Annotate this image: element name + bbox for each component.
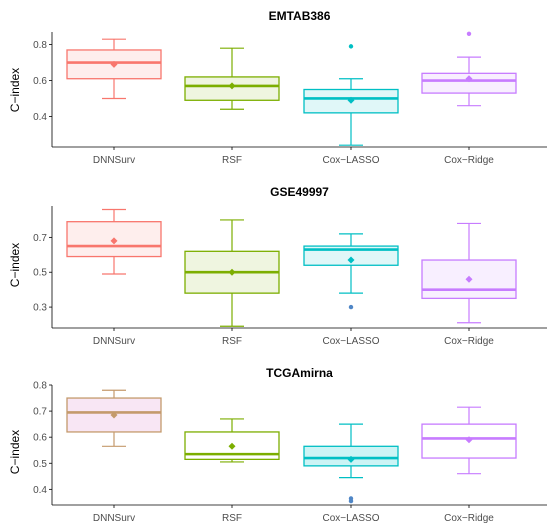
- y-tick-label: 0.5: [33, 459, 47, 470]
- mean-marker: [110, 60, 118, 68]
- mean-marker: [228, 82, 236, 90]
- box-iqr: [303, 245, 399, 266]
- y-tick-label: 0.3: [33, 303, 47, 314]
- x-tick-label: DNNSurv: [93, 513, 135, 524]
- mean-marker: [228, 442, 236, 450]
- x-tick-label: RSF: [222, 513, 242, 524]
- y-tick-label: 0.7: [33, 233, 47, 244]
- box-coxlasso: [303, 423, 399, 504]
- y-tick-label: 0.4: [33, 112, 47, 123]
- x-tick-label: Cox−Ridge: [444, 155, 494, 166]
- chart-title: GSE49997: [270, 185, 329, 199]
- box-coxlasso: [303, 233, 399, 310]
- mean-marker: [465, 275, 473, 283]
- y-tick-label: 0.5: [33, 268, 47, 279]
- y-axis-label: C−index: [8, 68, 22, 112]
- box-coxlasso: [303, 44, 399, 146]
- y-tick-label: 0.8: [33, 40, 47, 51]
- panel-2: GSE49997 C−index 0.3 0.5 0.7 DNNSurv RSF Cox−LA…: [8, 185, 547, 347]
- x-tick-label: Cox−LASSO: [323, 155, 380, 166]
- outlier-point: [348, 44, 354, 49]
- box-iqr: [421, 72, 517, 94]
- panel-1: EMTAB386 C−index 0.4 0.6 0.8 DNNSurv RSF Cox−LA…: [8, 9, 547, 166]
- chart-title: EMTAB386: [269, 9, 331, 23]
- outlier-point: [348, 304, 354, 310]
- box-rsf: [184, 219, 280, 327]
- x-tick-label: Cox−Ridge: [444, 513, 494, 524]
- y-axis-label: C−index: [8, 430, 22, 474]
- mean-marker: [347, 256, 355, 264]
- x-tick-label: RSF: [222, 155, 242, 166]
- x-tick-label: Cox−LASSO: [323, 336, 380, 347]
- x-tick-label: DNNSurv: [93, 155, 135, 166]
- outlier-point: [466, 31, 472, 36]
- box-coxridge: [421, 406, 517, 475]
- mean-marker: [228, 268, 236, 276]
- y-tick-label: 0.7: [33, 407, 47, 418]
- box-dnnsurv: [66, 389, 162, 447]
- mean-marker: [465, 75, 473, 83]
- panel-3: TCGAmirna C−index 0.4 0.5 0.6 0.7 0.8 DNNSurv RS…: [8, 366, 547, 524]
- mean-marker: [110, 237, 118, 245]
- box-dnnsurv: [66, 208, 162, 275]
- mean-marker: [347, 96, 355, 104]
- box-rsf: [184, 418, 280, 463]
- box-coxridge: [421, 31, 517, 107]
- box-dnnsurv: [66, 38, 162, 100]
- chart-title: TCGAmirna: [266, 366, 333, 380]
- y-tick-label: 0.4: [33, 485, 47, 496]
- y-tick-label: 0.8: [33, 381, 47, 392]
- mean-marker: [347, 455, 355, 463]
- mean-marker: [465, 436, 473, 444]
- y-tick-label: 0.6: [33, 76, 47, 87]
- mean-marker: [110, 411, 118, 419]
- box-rsf: [184, 47, 280, 110]
- outlier-point: [348, 498, 354, 504]
- x-tick-label: DNNSurv: [93, 336, 135, 347]
- x-tick-label: RSF: [222, 336, 242, 347]
- box-coxridge: [421, 222, 517, 324]
- y-tick-label: 0.6: [33, 433, 47, 444]
- x-tick-label: Cox−LASSO: [323, 513, 380, 524]
- y-axis-label: C−index: [8, 243, 22, 287]
- x-tick-label: Cox−Ridge: [444, 336, 494, 347]
